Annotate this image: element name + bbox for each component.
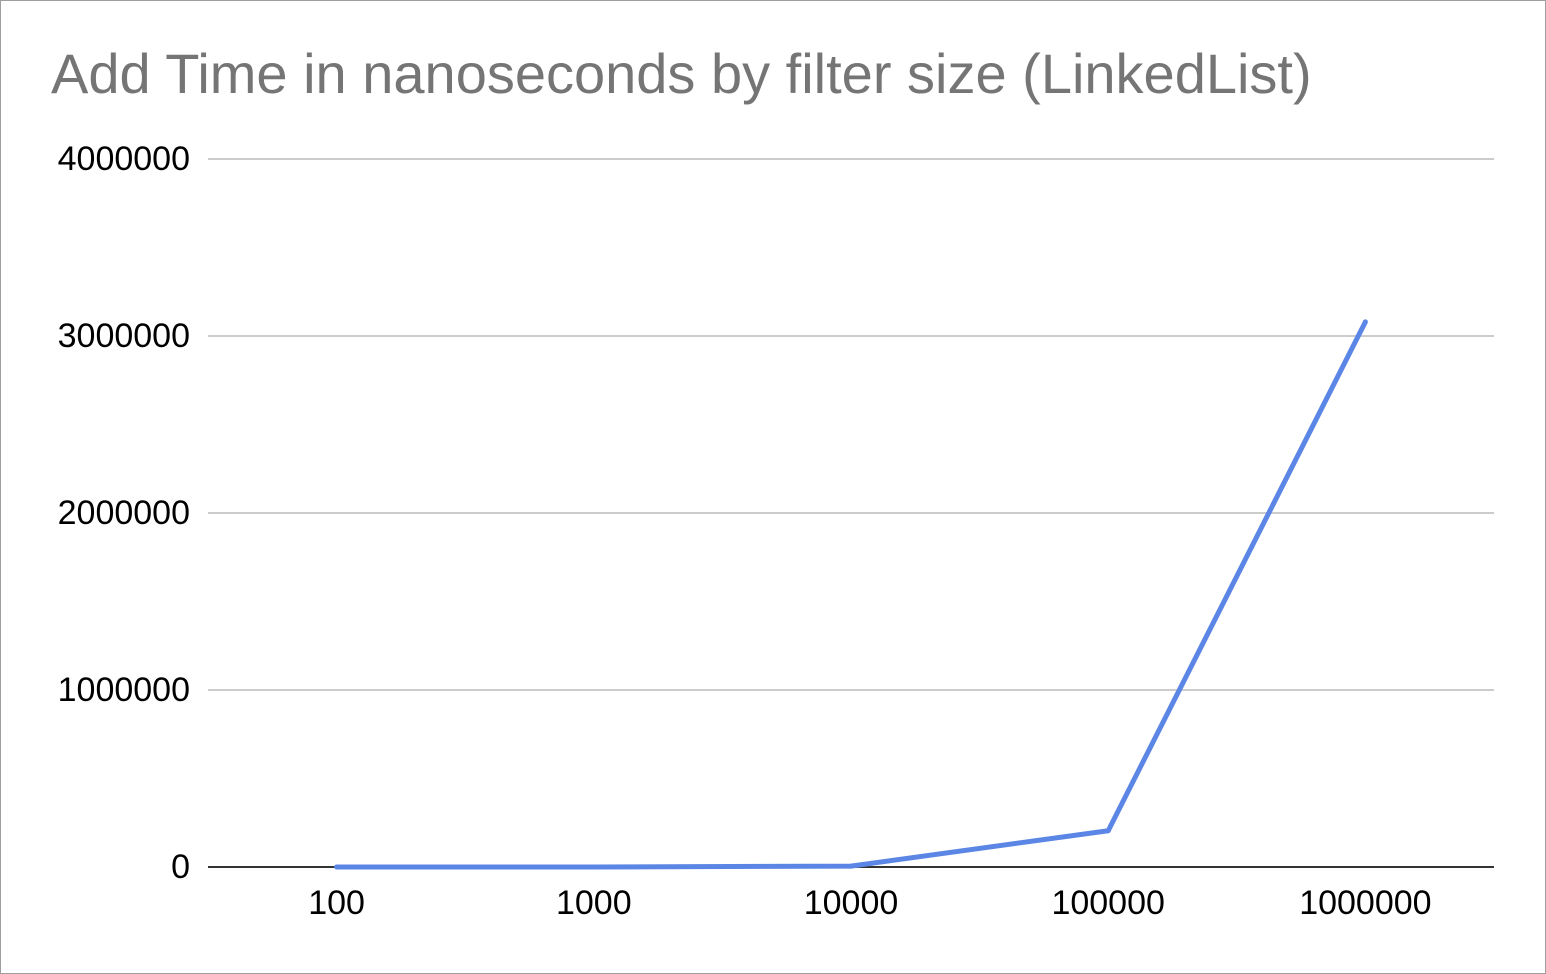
y-tick-label: 2000000 [58, 494, 190, 532]
y-tick-label: 1000000 [58, 671, 190, 709]
chart-title: Add Time in nanoseconds by filter size (… [51, 42, 1312, 105]
data-point [1362, 319, 1368, 325]
series-line [336, 320, 1368, 870]
x-axis-ticks: 100 1000 10000 100000 1000000 [308, 884, 1431, 922]
y-axis-ticks: 0 1000000 2000000 3000000 4000000 [58, 140, 190, 886]
data-point [334, 864, 340, 870]
gridlines [208, 158, 1494, 868]
data-point [1105, 828, 1111, 834]
x-tick-label: 1000 [556, 884, 632, 922]
x-tick-label: 1000000 [1299, 884, 1431, 922]
y-tick-label: 0 [171, 848, 190, 886]
series-layer [334, 319, 1368, 870]
y-tick-label: 3000000 [58, 317, 190, 355]
x-tick-label: 10000 [804, 884, 899, 922]
x-tick-label: 100 [308, 884, 365, 922]
data-point [848, 863, 854, 869]
y-tick-label: 4000000 [58, 140, 190, 178]
x-tick-label: 100000 [1051, 884, 1164, 922]
data-point [591, 864, 597, 870]
